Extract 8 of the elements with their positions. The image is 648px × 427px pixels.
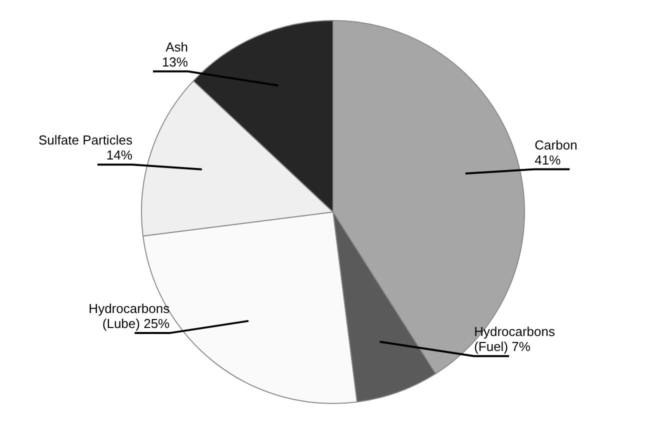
slice-label: Hydrocarbons (Fuel) 7% <box>474 324 556 354</box>
slice-label: Sulfate Particles <box>38 132 133 148</box>
data-label: 41% <box>534 152 562 168</box>
data-label: 13% <box>162 54 188 70</box>
slice-label: Hydrocarbons (Lube) 25% <box>88 301 170 332</box>
slice-label: Ash <box>166 39 188 54</box>
slice-label: Carbon <box>534 137 578 152</box>
data-label: 14% <box>106 148 133 163</box>
